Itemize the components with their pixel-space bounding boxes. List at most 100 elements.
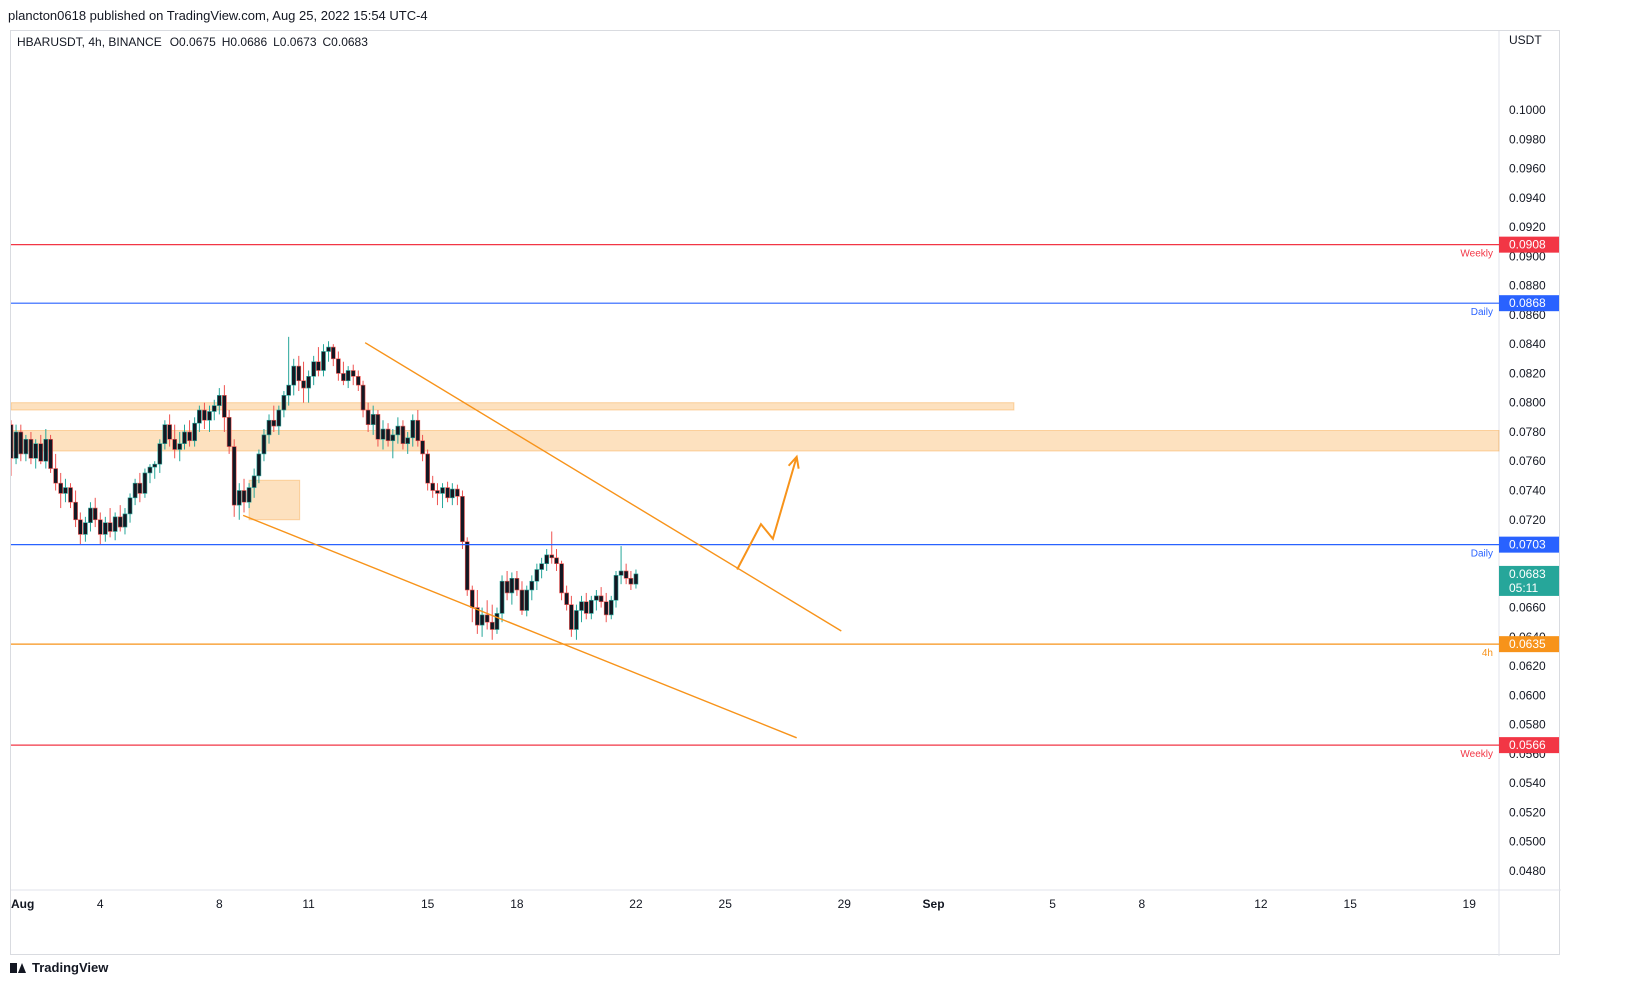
candle-body <box>23 438 29 455</box>
price-badge-h4 <box>1499 636 1559 653</box>
candle-body <box>207 411 212 421</box>
candle-body <box>182 431 187 444</box>
price-badge-weekly-bottom <box>1499 737 1559 754</box>
y-tick-label: 0.0740 <box>1509 483 1546 497</box>
candle-body <box>633 573 639 585</box>
y-tick-label: 0.0880 <box>1509 279 1546 293</box>
candle-body <box>420 440 425 455</box>
candle-body <box>18 431 24 455</box>
ohlc-low: L0.0673 <box>273 35 317 49</box>
candle-body <box>603 601 609 616</box>
ohlc-open: O0.0675 <box>170 35 216 49</box>
x-tick-label: 25 <box>719 897 733 911</box>
candle-body <box>514 578 520 591</box>
x-tick-label: 18 <box>510 897 524 911</box>
candle-body <box>608 599 614 616</box>
candle-body <box>271 419 277 427</box>
upper-wedge-line <box>364 342 842 632</box>
candle-body <box>296 365 302 382</box>
candle-body <box>583 601 589 614</box>
x-tick-label: 5 <box>1049 897 1056 911</box>
candle-body <box>336 358 341 374</box>
level-tag-weekly-top: Weekly <box>1460 249 1493 260</box>
price-badge-daily-bottom <box>1499 536 1559 553</box>
y-tick-label: 0.0940 <box>1509 191 1546 205</box>
candle-body <box>380 428 386 440</box>
candle-body <box>539 563 544 570</box>
candle-body <box>549 554 555 559</box>
x-tick-label: 11 <box>302 897 315 911</box>
candle-body <box>306 376 311 389</box>
y-tick-label: 0.1000 <box>1509 103 1546 117</box>
tradingview-logo[interactable]: TradingView <box>10 960 108 975</box>
ohlc-high: H0.0686 <box>222 35 268 49</box>
candle-body <box>142 472 148 494</box>
candle-body <box>435 490 440 494</box>
candle-body <box>13 431 19 459</box>
candle-body <box>251 475 257 488</box>
y-tick-label: 0.0960 <box>1509 162 1546 176</box>
y-tick-label: 0.0600 <box>1509 688 1546 702</box>
candle-body <box>559 563 564 594</box>
candle-body <box>479 614 485 626</box>
y-tick-label: 0.0860 <box>1509 308 1546 322</box>
x-tick-label: 15 <box>1344 897 1358 911</box>
candle-body <box>286 384 291 396</box>
candle-body <box>331 346 336 360</box>
candle-body <box>311 361 316 377</box>
candle-body <box>122 513 128 528</box>
price-badge-weekly-top <box>1499 236 1559 253</box>
candle-body <box>92 507 98 521</box>
candle-body <box>365 409 371 425</box>
candle-body <box>360 384 366 411</box>
candle-body <box>43 438 49 462</box>
candle-body <box>370 414 376 425</box>
candle-body <box>246 487 252 503</box>
candle-body <box>147 466 153 474</box>
level-tag-weekly-bottom: Weekly <box>1460 749 1493 760</box>
candle-body <box>107 522 113 532</box>
candle-body <box>425 453 430 484</box>
candle-body <box>226 417 232 447</box>
candle-body <box>261 434 267 455</box>
x-tick-label: 8 <box>216 897 223 911</box>
tradingview-logo-icon <box>10 962 26 973</box>
candle-body <box>350 370 356 377</box>
candle-body <box>48 438 53 469</box>
candle-body <box>345 370 351 382</box>
candle-body <box>594 595 599 601</box>
candle-body <box>589 599 594 614</box>
candle-body <box>103 522 108 535</box>
y-tick-label: 0.0800 <box>1509 396 1546 410</box>
candle-body <box>157 443 163 465</box>
candle-body <box>341 373 346 382</box>
candle-body <box>400 425 406 444</box>
candle-body <box>464 541 470 591</box>
candle-body <box>162 424 168 444</box>
candle-body <box>53 468 58 484</box>
candlestick-chart[interactable]: Weekly Daily Daily 4h Weekly 0.1000 0.0980 0.09… <box>11 31 1561 956</box>
candle-body <box>460 496 465 543</box>
candle-body <box>326 346 331 352</box>
candle-body <box>395 425 401 436</box>
y-tick-label: 0.0980 <box>1509 132 1546 146</box>
price-badge-label-h4: 0.0635 <box>1509 637 1546 651</box>
y-tick-label: 0.0920 <box>1509 220 1546 234</box>
y-tick-label: 0.0620 <box>1509 659 1546 673</box>
price-badge-daily-top <box>1499 295 1559 312</box>
candle-body <box>519 589 525 611</box>
chart-panel[interactable]: Weekly Daily Daily 4h Weekly 0.1000 0.0980 0.09… <box>10 30 1561 956</box>
y-tick-label: 0.0720 <box>1509 513 1546 527</box>
candle-body <box>544 554 549 564</box>
candle-body <box>97 519 103 535</box>
ohlc-close: C0.0683 <box>323 35 369 49</box>
candle-body <box>504 580 510 594</box>
candle-body <box>241 490 247 503</box>
candle-body <box>187 431 192 442</box>
countdown-label: 05:11 <box>1509 581 1538 595</box>
candle-body <box>499 580 505 614</box>
projection-arrow-head <box>787 454 800 469</box>
candle-body <box>152 463 158 468</box>
candle-body <box>430 482 435 491</box>
candle-body <box>167 424 172 440</box>
